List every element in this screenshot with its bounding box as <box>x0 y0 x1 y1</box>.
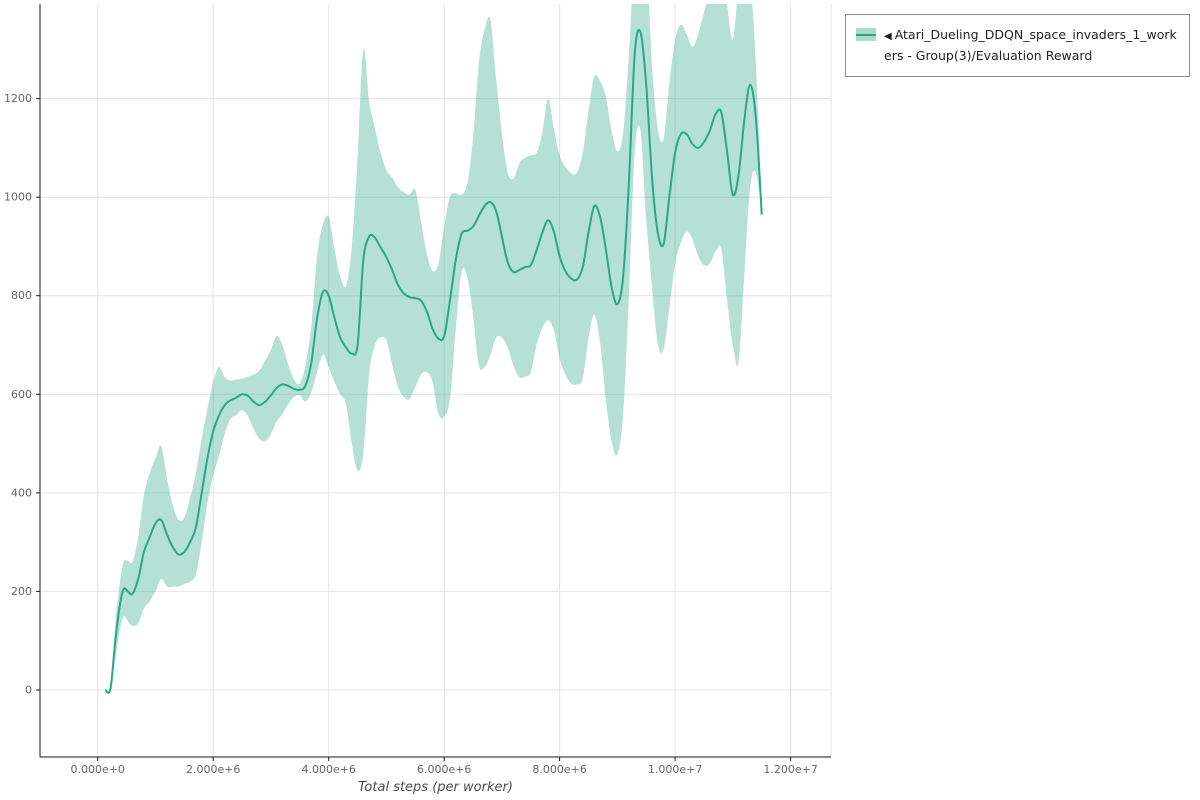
y-tick-label: 800 <box>11 289 32 302</box>
legend[interactable]: ◀ Atari_Dueling_DDQN_space_invaders_1_wor… <box>845 14 1190 77</box>
y-tick-label: 600 <box>11 388 32 401</box>
x-tick-label: 6.000e+6 <box>417 763 471 776</box>
legend-label: Atari_Dueling_DDQN_space_invaders_1_work… <box>884 27 1177 64</box>
x-tick-label: 4.000e+6 <box>301 763 355 776</box>
x-tick-label: 1.200e+7 <box>763 763 817 776</box>
x-tick-label: 8.000e+6 <box>532 763 586 776</box>
y-tick-label: 1200 <box>4 92 32 105</box>
x-tick-label: 0.000e+0 <box>70 763 124 776</box>
y-tick-label: 1000 <box>4 191 32 204</box>
y-tick-label: 0 <box>25 684 32 697</box>
x-tick-label: 2.000e+6 <box>186 763 240 776</box>
y-tick-label: 200 <box>11 585 32 598</box>
x-axis-label: Total steps (per worker) <box>358 780 513 795</box>
legend-series-swatch-icon <box>856 28 876 41</box>
x-tick-label: 1.000e+7 <box>648 763 702 776</box>
series-mean-line[interactable] <box>104 28 763 694</box>
legend-collapse-icon[interactable]: ◀ <box>884 31 892 42</box>
y-tick-label: 400 <box>11 486 32 499</box>
grid <box>40 4 832 757</box>
legend-entry[interactable]: ◀ Atari_Dueling_DDQN_space_invaders_1_wor… <box>884 24 1179 67</box>
series-confidence-band <box>105 4 762 694</box>
